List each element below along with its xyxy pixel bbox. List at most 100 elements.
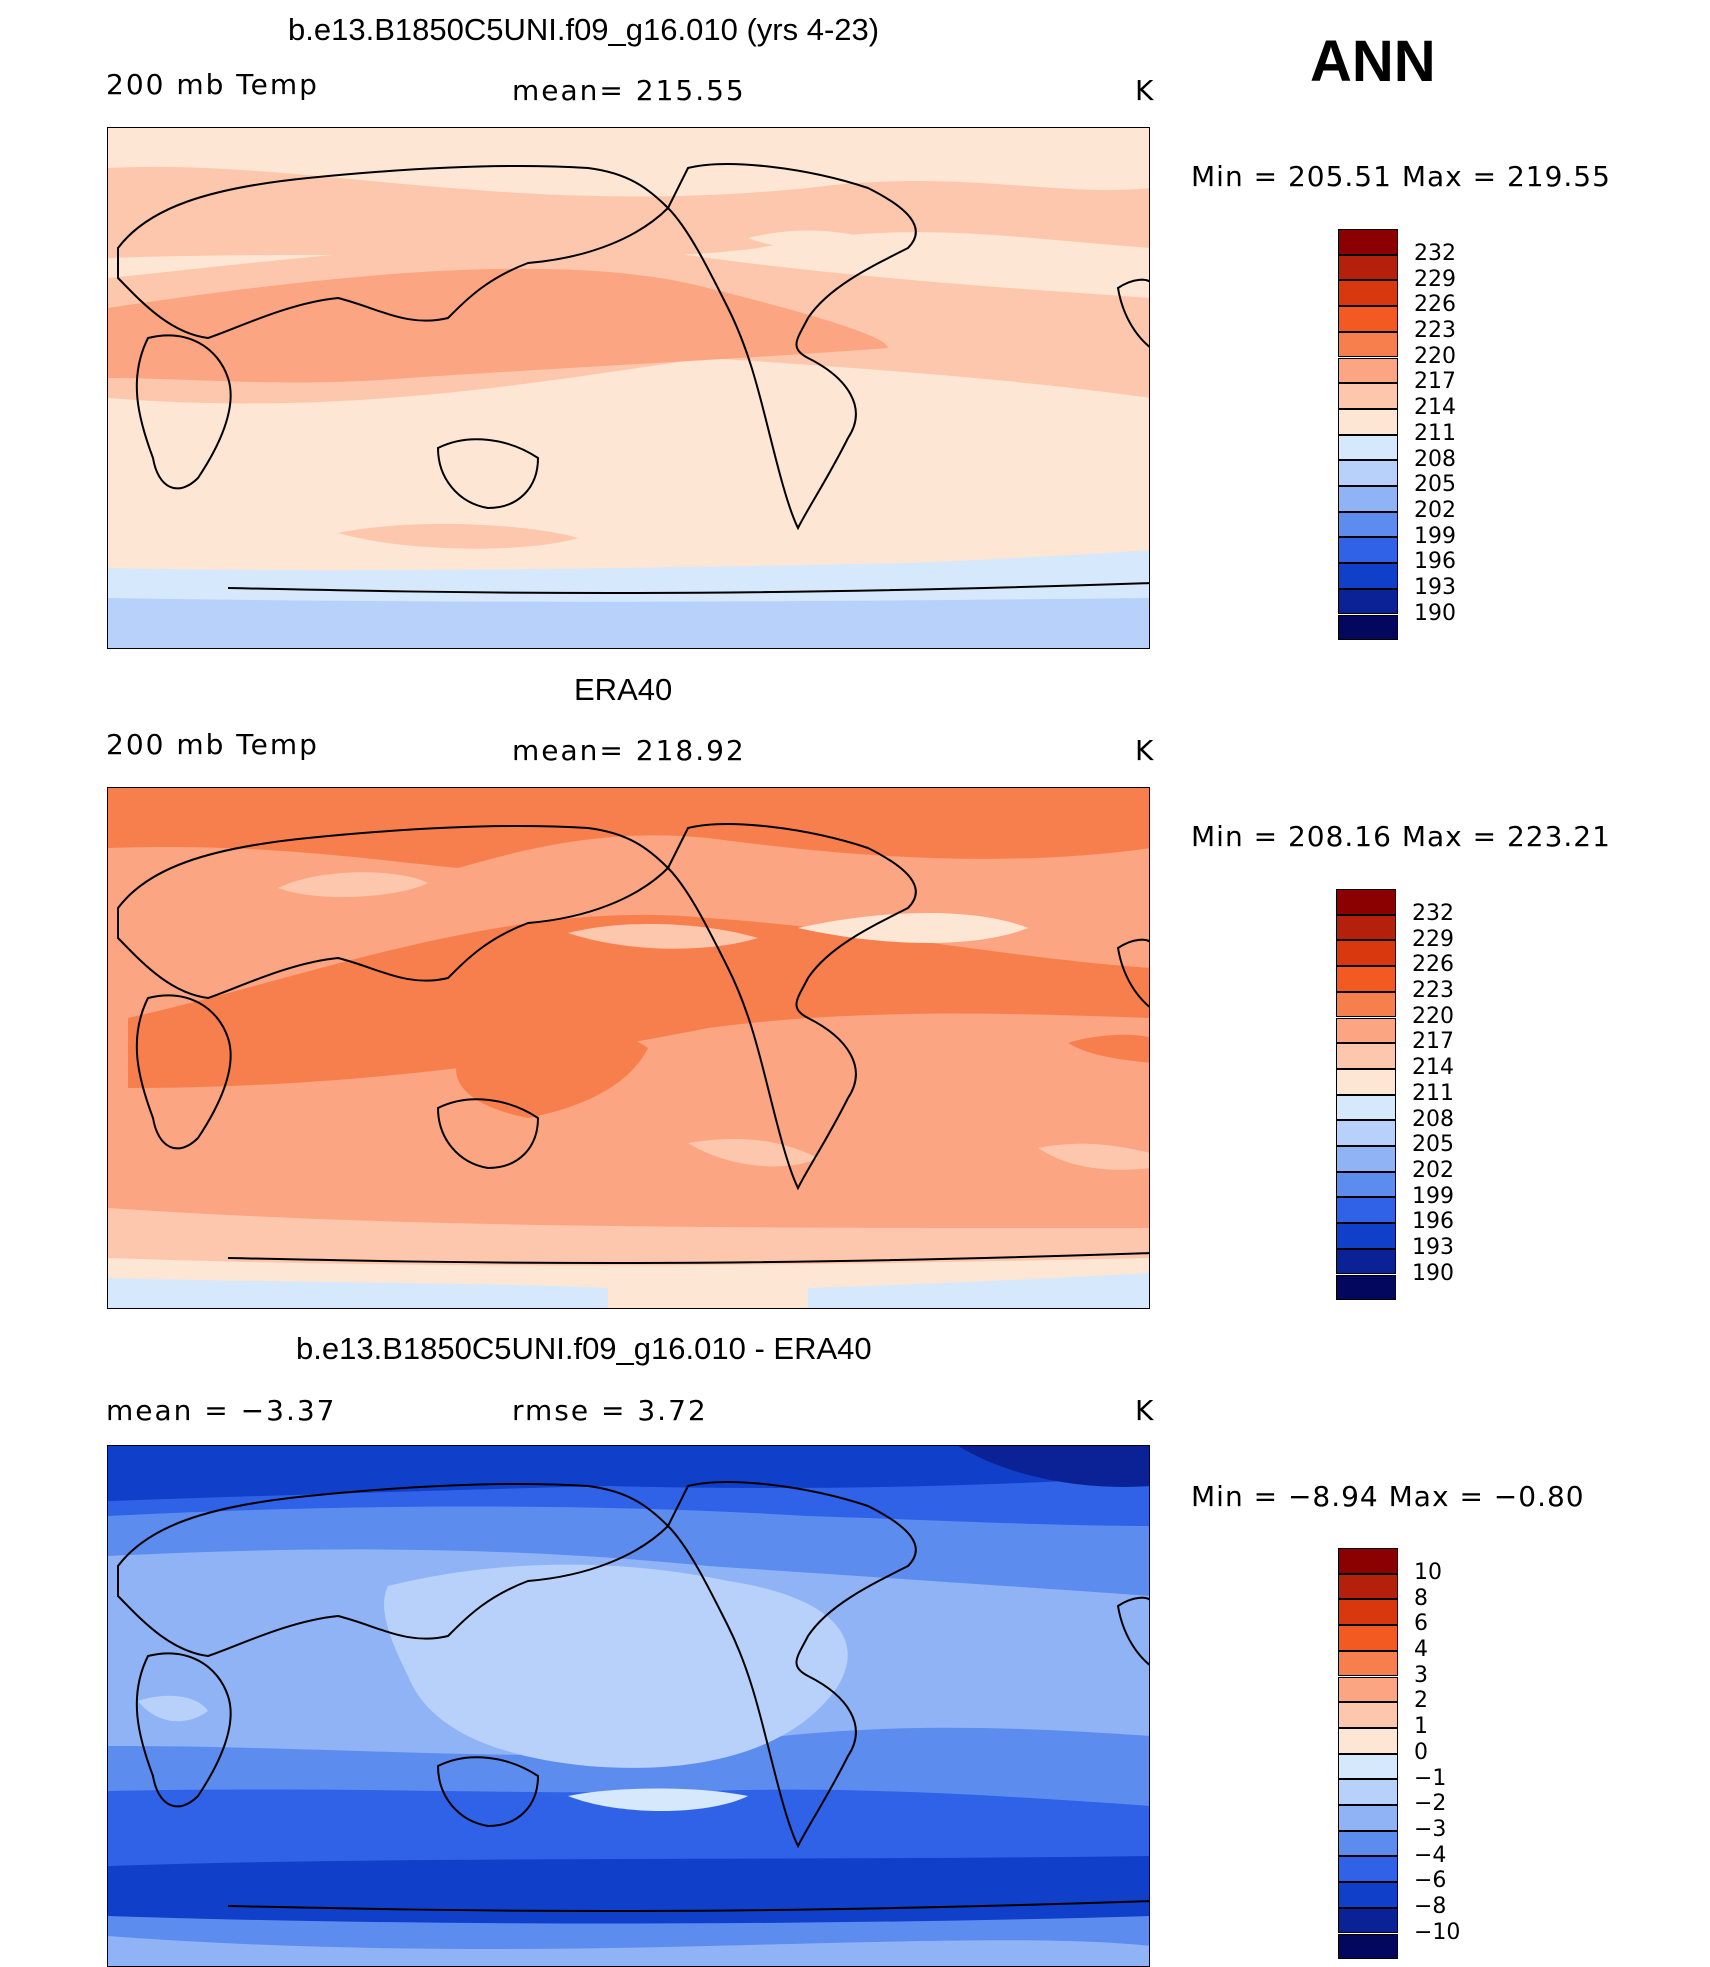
panel-1-colorbar-label: 229 [1414,267,1456,292]
panel-3-units: K [1135,1394,1156,1427]
panel-2-colorbar-box [1336,1197,1396,1224]
panel-1-colorbar-label: 232 [1414,241,1456,266]
panel-2-title: ERA40 [574,672,673,707]
panel-2-colorbar-label: 232 [1412,901,1454,926]
panel-1-minmax: Min = 205.51 Max = 219.55 [1191,160,1611,193]
panel-2-colorbar-label: 199 [1412,1184,1454,1209]
panel-2-colorbar-box [1336,1017,1396,1044]
panel-2-colorbar-box [1336,1223,1396,1249]
panel-3-colorbar-box [1338,1805,1398,1831]
panel-1-colorbar-box [1338,383,1398,409]
panel-2-colorbar-label: 211 [1412,1081,1454,1106]
panel-3-colorbar-box [1338,1573,1398,1600]
panel-2-variable-label: 200 mb Temp [106,728,319,761]
panel-2-minmax: Min = 208.16 Max = 223.21 [1191,820,1611,853]
panel-1-colorbar-box [1338,588,1398,615]
panel-1-colorbar-box [1338,511,1398,538]
panel-2-colorbar-label: 190 [1412,1261,1454,1286]
panel-2-colorbar-box [1336,1094,1396,1121]
panel-3-colorbar-box [1338,1650,1398,1677]
panel-1-colorbar-box [1338,280,1398,307]
panel-3-colorbar-label: 3 [1414,1663,1428,1688]
panel-1-colorbar-label: 220 [1414,344,1456,369]
panel-1-colorbar-label: 196 [1414,549,1456,574]
panel-3-title: b.e13.B1850C5UNI.f09_g16.010 - ERA40 [296,1331,872,1366]
panel-2-colorbar-label: 202 [1412,1158,1454,1183]
panel-3-colorbar-label: −3 [1414,1817,1447,1842]
panel-2-colorbar-label: 208 [1412,1107,1454,1132]
panel-2-colorbar-box [1336,1043,1396,1069]
panel-1-colorbar-box [1338,229,1398,255]
panel-2-map [107,787,1150,1309]
panel-2-colorbar-box [1336,1120,1396,1146]
panel-3-colorbar-box [1338,1727,1398,1754]
panel-1-colorbar-label: 199 [1414,524,1456,549]
panel-3-colorbar-box [1338,1548,1398,1574]
panel-2-colorbar: 232 229 226 223 220 217 214 211 208 205 … [1336,889,1476,1301]
panel-1-mean-label: mean= 215.55 [512,74,746,107]
panel-3-colorbar-label: 4 [1414,1637,1428,1662]
panel-3-colorbar-box [1338,1856,1398,1883]
panel-3-colorbar-label: 6 [1414,1611,1428,1636]
panel-1-colorbar-label: 226 [1414,292,1456,317]
panel-1-colorbar-label: 205 [1414,472,1456,497]
panel-1-colorbar-label: 211 [1414,421,1456,446]
panel-2-units: K [1135,734,1156,767]
panel-1-colorbar-box [1338,563,1398,589]
panel-2-colorbar-label: 196 [1412,1209,1454,1234]
panel-3-colorbar-label: −8 [1414,1894,1447,1919]
panel-3-colorbar-box [1338,1779,1398,1805]
panel-3-colorbar-label: 10 [1414,1560,1442,1585]
panel-2-colorbar-box [1336,1248,1396,1275]
panel-3-colorbar-box [1338,1830,1398,1857]
panel-1-title: b.e13.B1850C5UNI.f09_g16.010 (yrs 4-23) [288,12,880,47]
panel-2-colorbar-box [1336,1171,1396,1198]
panel-2-colorbar-box [1336,1146,1396,1172]
panel-1-colorbar-label: 223 [1414,318,1456,343]
panel-1-colorbar-label: 202 [1414,498,1456,523]
panel-1-colorbar-box [1338,614,1398,641]
panel-2-colorbar-box [1336,991,1396,1018]
panel-2-mean-label: mean= 218.92 [512,734,746,767]
panel-3-colorbar-box [1338,1625,1398,1651]
panel-3-colorbar-box [1338,1907,1398,1934]
panel-2-colorbar-label: 223 [1412,978,1454,1003]
panel-1-colorbar-box [1338,254,1398,281]
panel-1-colorbar: 232 229 226 223 220 217 214 211 208 205 … [1338,229,1478,641]
panel-3-colorbar-label: 2 [1414,1688,1428,1713]
panel-1-colorbar-box [1338,306,1398,332]
panel-1-colorbar-label: 193 [1414,575,1456,600]
panel-2-colorbar-box [1336,914,1396,941]
panel-1-coastlines [117,163,1149,594]
panel-3-rmse-label: rmse = 3.72 [512,1394,708,1427]
panel-3-colorbar-label: 8 [1414,1586,1428,1611]
panel-1-colorbar-box [1338,357,1398,384]
panel-1-colorbar-label: 214 [1414,395,1456,420]
panel-2-colorbar-label: 229 [1412,927,1454,952]
panel-3-colorbar-label: −4 [1414,1843,1447,1868]
panel-2-colorbar-label: 205 [1412,1132,1454,1157]
panel-3-colorbar-label: −10 [1414,1920,1461,1945]
panel-1-colorbar-box [1338,434,1398,461]
panel-2-coastlines [117,823,1149,1264]
panel-3-mean-label: mean = −3.37 [106,1394,337,1427]
panel-2-colorbar-box [1336,940,1396,967]
panel-3-colorbar-box [1338,1753,1398,1780]
panel-3-colorbar-label: 1 [1414,1714,1428,1739]
panel-1-colorbar-label: 208 [1414,447,1456,472]
panel-2-colorbar-box [1336,966,1396,992]
panel-1-colorbar-label: 217 [1414,369,1456,394]
panel-1-colorbar-box [1338,331,1398,358]
panel-1-colorbar-label: 190 [1414,601,1456,626]
panel-3-colorbar-box [1338,1933,1398,1960]
panel-1-colorbar-box [1338,486,1398,512]
panel-3-colorbar-box [1338,1702,1398,1728]
panel-2-colorbar-label: 220 [1412,1004,1454,1029]
panel-3-colorbar-box [1338,1882,1398,1908]
panel-1-variable-label: 200 mb Temp [106,68,319,101]
panel-3-colorbar-label: 0 [1414,1740,1428,1765]
panel-1-colorbar-box [1338,537,1398,564]
panel-3-colorbar-box [1338,1599,1398,1626]
panel-3-colorbar-label: −2 [1414,1791,1447,1816]
panel-2-colorbar-box [1336,1068,1396,1095]
